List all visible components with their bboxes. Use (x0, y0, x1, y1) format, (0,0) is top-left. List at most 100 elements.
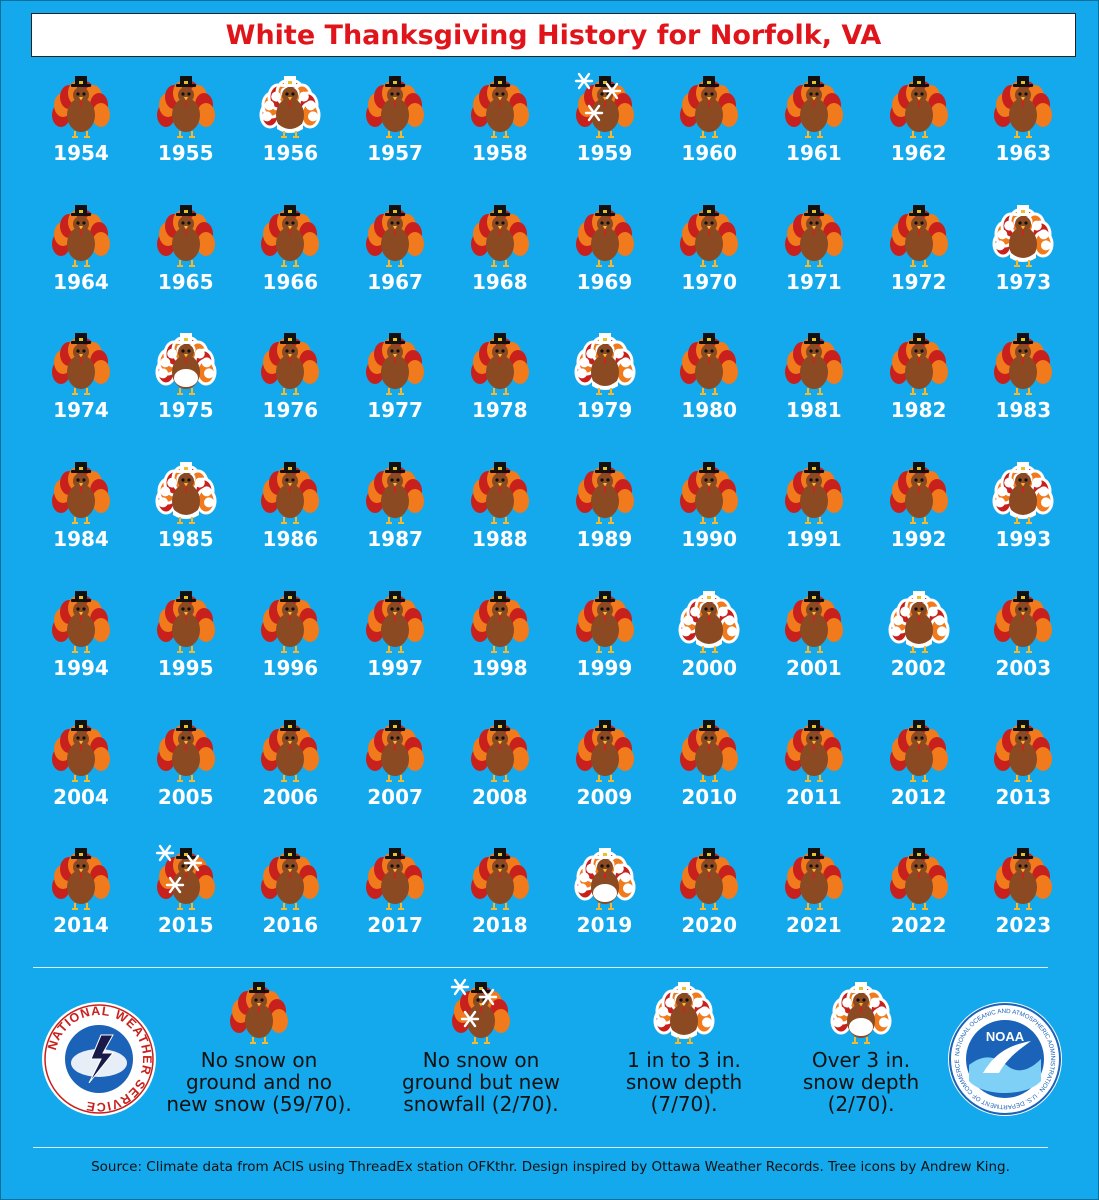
year-label: 1965 (157, 269, 214, 294)
year-label: 1957 (367, 141, 423, 165)
turkey-icon (889, 462, 948, 525)
year-label: 1983 (995, 398, 1052, 423)
turkey-icon (470, 333, 529, 396)
year-label: 2009 (576, 784, 633, 809)
turkey-icon (52, 462, 110, 525)
year-label: 1981 (786, 398, 842, 423)
turkey-icon (889, 76, 948, 138)
year-label: 2012 (890, 784, 947, 809)
year-cell: 2009 (553, 713, 657, 833)
year-cell: 2001 (762, 584, 866, 704)
year-cell: 1990 (657, 455, 761, 575)
turkey-snowfall-icon (155, 844, 215, 911)
year-label: 1969 (576, 269, 633, 294)
turkey-icon (680, 719, 739, 782)
turkey-icon (470, 204, 529, 267)
year-label: 1974 (53, 398, 109, 423)
legend-text-line: snowfall (2/70). (403, 1092, 559, 1116)
legend-text-line: (2/70). (827, 1092, 895, 1116)
year-cell: 2018 (448, 841, 552, 961)
year-label: 2002 (890, 655, 947, 680)
year-label: 1971 (786, 269, 842, 294)
year-cell: 1956 (238, 69, 342, 189)
year-label: 1976 (262, 398, 319, 423)
legend-text-line: new snow (59/70). (166, 1092, 352, 1116)
year-label: 2011 (786, 784, 842, 809)
turkey-icon (994, 590, 1053, 653)
turkey-snowfall-icon (574, 72, 634, 138)
legend-text-line: Over 3 in. (811, 1048, 911, 1072)
turkey-icon (680, 76, 739, 138)
turkey-snow-1to3-icon (992, 462, 1054, 525)
year-cell: 1988 (448, 455, 552, 575)
year-label: 1988 (471, 527, 528, 552)
year-cell: 2002 (867, 584, 971, 704)
year-label: 1967 (367, 269, 423, 294)
year-label: 2020 (681, 913, 738, 938)
divider-bottom (33, 1147, 1048, 1148)
turkey-icon (784, 204, 843, 267)
year-label: 2000 (681, 655, 738, 680)
year-label: 1968 (471, 269, 528, 294)
legend-text-line: ground but new (401, 1070, 561, 1094)
year-cell: 2003 (971, 584, 1075, 704)
turkey-snow-1to3-icon (678, 590, 740, 653)
year-cell: 1968 (448, 198, 552, 318)
year-label: 2021 (786, 913, 842, 938)
year-label: 2023 (995, 913, 1052, 938)
turkey-icon (366, 76, 425, 138)
year-label: 2007 (367, 784, 423, 809)
legend-item-newsnow: No snow on ground but new snowfall (2/70). (381, 978, 581, 1116)
year-cell: 1997 (343, 584, 447, 704)
year-cell: 1989 (553, 455, 657, 575)
year-cell: 1982 (867, 326, 971, 446)
turkey-icon (52, 590, 110, 653)
turkey-icon (261, 719, 320, 782)
year-cell: 1978 (448, 326, 552, 446)
year-label: 2015 (157, 913, 214, 938)
turkey-icon (470, 590, 529, 653)
turkey-icon (889, 719, 948, 782)
year-label: 1977 (367, 398, 423, 423)
year-label: 1966 (262, 269, 319, 294)
year-label: 2019 (576, 913, 633, 938)
legend-text-line: No snow on (422, 1048, 540, 1072)
year-cell: 2022 (867, 841, 971, 961)
legend-text-line: No snow on (200, 1048, 318, 1072)
year-label: 1972 (890, 269, 947, 294)
year-cell: 1973 (971, 198, 1075, 318)
year-label: 1958 (471, 141, 528, 165)
year-cell: 1962 (867, 69, 971, 189)
turkey-icon (575, 462, 634, 525)
turkey-icon (366, 719, 425, 782)
turkey-snow-1to3-icon (259, 76, 321, 138)
year-cell: 1971 (762, 198, 866, 318)
year-label: 1975 (157, 398, 214, 423)
turkey-icon (784, 462, 843, 525)
turkey-icon (889, 204, 948, 267)
year-cell: 1957 (343, 69, 447, 189)
year-label: 1956 (262, 141, 319, 165)
year-label: 1986 (262, 527, 319, 552)
year-cell: 1972 (867, 198, 971, 318)
turkey-icon (52, 76, 110, 138)
year-label: 1994 (53, 655, 109, 680)
year-label: 2010 (681, 784, 738, 809)
year-cell: 2023 (971, 841, 1075, 961)
turkey-icon (575, 204, 634, 267)
year-label: 2005 (157, 784, 214, 809)
turkey-icon (230, 982, 288, 1044)
turkey-icon (366, 590, 425, 653)
turkey-icon (366, 848, 425, 911)
turkey-icon (994, 719, 1053, 782)
year-cell: 2016 (238, 841, 342, 961)
year-cell: 2012 (867, 713, 971, 833)
year-label: 1984 (53, 527, 109, 552)
year-cell: 1995 (134, 584, 238, 704)
year-cell: 2004 (29, 713, 133, 833)
year-label: 2016 (262, 913, 319, 938)
turkey-icon (52, 848, 110, 911)
turkey-icon (52, 333, 110, 396)
year-cell: 2021 (762, 841, 866, 961)
